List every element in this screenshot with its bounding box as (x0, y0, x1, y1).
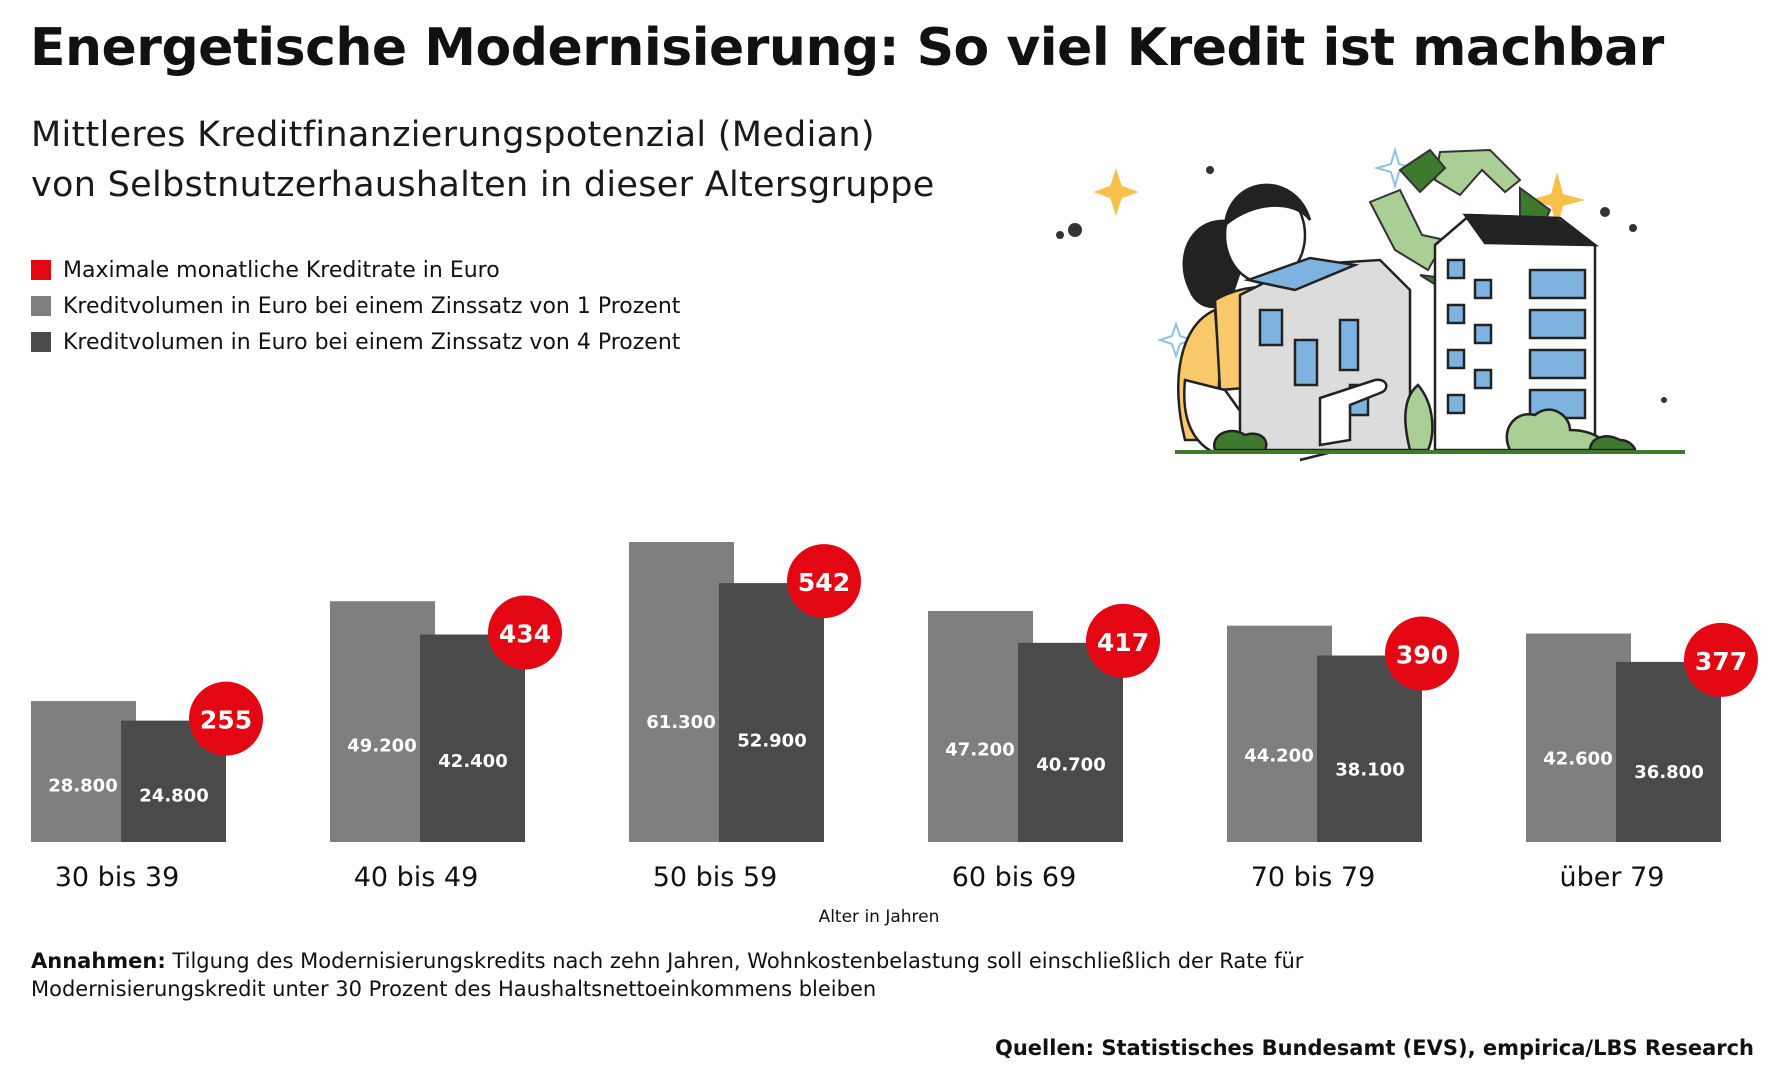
bar-zinssatz-1 (928, 611, 1033, 842)
rate-value-label: 255 (200, 706, 252, 735)
tree-bush (1213, 383, 1637, 452)
rate-circles-group (189, 544, 1758, 756)
bar-zinssatz-1 (629, 542, 734, 842)
bar-zinssatz-4 (420, 634, 525, 842)
value-label-zinssatz-4: 52.900 (737, 730, 806, 751)
category-label: 60 bis 69 (952, 862, 1077, 893)
value-label-zinssatz-1: 47.200 (945, 740, 1014, 761)
bar-zinssatz-1 (1526, 633, 1631, 842)
value-label-zinssatz-1: 61.300 (646, 712, 715, 733)
category-label: 40 bis 49 (354, 862, 479, 893)
category-labels-group: 30 bis 39 40 bis 49 50 bis 59 60 bis 69 70 b… (55, 862, 1665, 893)
sparkle-icon (1529, 172, 1585, 228)
value-label-zinssatz-4: 24.800 (139, 785, 208, 806)
illustration-woman-houses-recycling (1056, 146, 1685, 530)
rate-value-label: 417 (1097, 628, 1149, 657)
bar-zinssatz-4 (1018, 642, 1123, 842)
dot-decoration (1661, 397, 1667, 403)
sparkle-icon (1373, 146, 1417, 190)
rate-circle (1684, 622, 1758, 697)
assumptions-note: Annahmen: Tilgung des Modernisierungskre… (31, 947, 1303, 1003)
rate-circle (1086, 603, 1160, 678)
dot-decoration (1056, 231, 1064, 239)
apartment-building (1433, 213, 1600, 452)
x-axis-label: Alter in Jahren (819, 907, 940, 927)
chart-subtitle-line-2: von Selbstnutzerhaushalten in dieser Alt… (31, 165, 935, 205)
category-label: 70 bis 79 (1251, 862, 1376, 893)
value-labels-group: 28.800 24.800 255 49.200 42.400 434 61.300 52.9… (48, 568, 1747, 806)
legend-item-kreditrate: Maximale monatliche Kreditrate in Euro (31, 255, 500, 285)
chart-title: Energetische Modernisierung: So viel Kre… (30, 18, 1664, 78)
legend-swatch-light-gray (31, 296, 51, 316)
value-label-zinssatz-1: 49.200 (347, 736, 416, 757)
category-label: 30 bis 39 (55, 862, 180, 893)
dot-decoration (1068, 223, 1082, 237)
rate-value-label: 377 (1695, 647, 1747, 676)
bars-group (31, 542, 1721, 842)
bar-zinssatz-1 (31, 701, 136, 842)
bar-zinssatz-1 (1227, 625, 1332, 842)
value-label-zinssatz-1: 42.600 (1543, 749, 1612, 770)
sparkle-icon (1156, 320, 1196, 360)
rate-circle (189, 681, 263, 756)
value-label-zinssatz-1: 44.200 (1244, 745, 1313, 766)
category-label: 50 bis 59 (653, 862, 778, 893)
house-building-small (1238, 256, 1412, 452)
value-label-zinssatz-4: 36.800 (1634, 762, 1703, 783)
sources-note: Quellen: Statistisches Bundesamt (EVS), … (995, 1036, 1754, 1060)
rate-circle (488, 595, 562, 670)
legend-item-zinssatz-1: Kreditvolumen in Euro bei einem Zinssatz… (31, 291, 680, 321)
value-label-zinssatz-1: 28.800 (48, 776, 117, 797)
dot-decoration (1206, 166, 1214, 174)
dot-decoration (1629, 224, 1637, 232)
chart-subtitle-line-1: Mittleres Kreditfinanzierungspotenzial (… (31, 115, 875, 155)
legend-label: Kreditvolumen in Euro bei einem Zinssatz… (63, 329, 681, 355)
legend-item-zinssatz-4: Kreditvolumen in Euro bei einem Zinssatz… (31, 327, 680, 357)
bar-zinssatz-4 (719, 583, 824, 842)
rate-value-label: 434 (499, 619, 551, 648)
legend-label: Kreditvolumen in Euro bei einem Zinssatz… (63, 293, 681, 319)
assumptions-label: Annahmen: (31, 949, 166, 973)
category-label: über 79 (1560, 862, 1665, 893)
value-label-zinssatz-4: 40.700 (1036, 754, 1105, 775)
value-label-zinssatz-4: 42.400 (438, 751, 507, 772)
legend-swatch-red (31, 260, 51, 280)
sparkle-icon (1093, 168, 1139, 216)
bar-zinssatz-1 (330, 601, 435, 842)
rate-circle (1385, 616, 1459, 691)
bar-zinssatz-4 (1317, 655, 1422, 842)
value-label-zinssatz-4: 38.100 (1335, 759, 1404, 780)
dot-decoration (1600, 207, 1610, 217)
assumptions-text-2: Modernisierungskredit unter 30 Prozent d… (31, 977, 877, 1001)
legend-label: Maximale monatliche Kreditrate in Euro (63, 257, 500, 283)
rate-circle (787, 544, 861, 619)
hand-figure (1318, 378, 1388, 447)
rate-value-label: 390 (1396, 641, 1448, 670)
assumptions-text-1: Tilgung des Modernisierungskredits nach … (165, 949, 1304, 973)
rate-value-label: 542 (798, 568, 850, 597)
legend-swatch-dark-gray (31, 332, 51, 352)
